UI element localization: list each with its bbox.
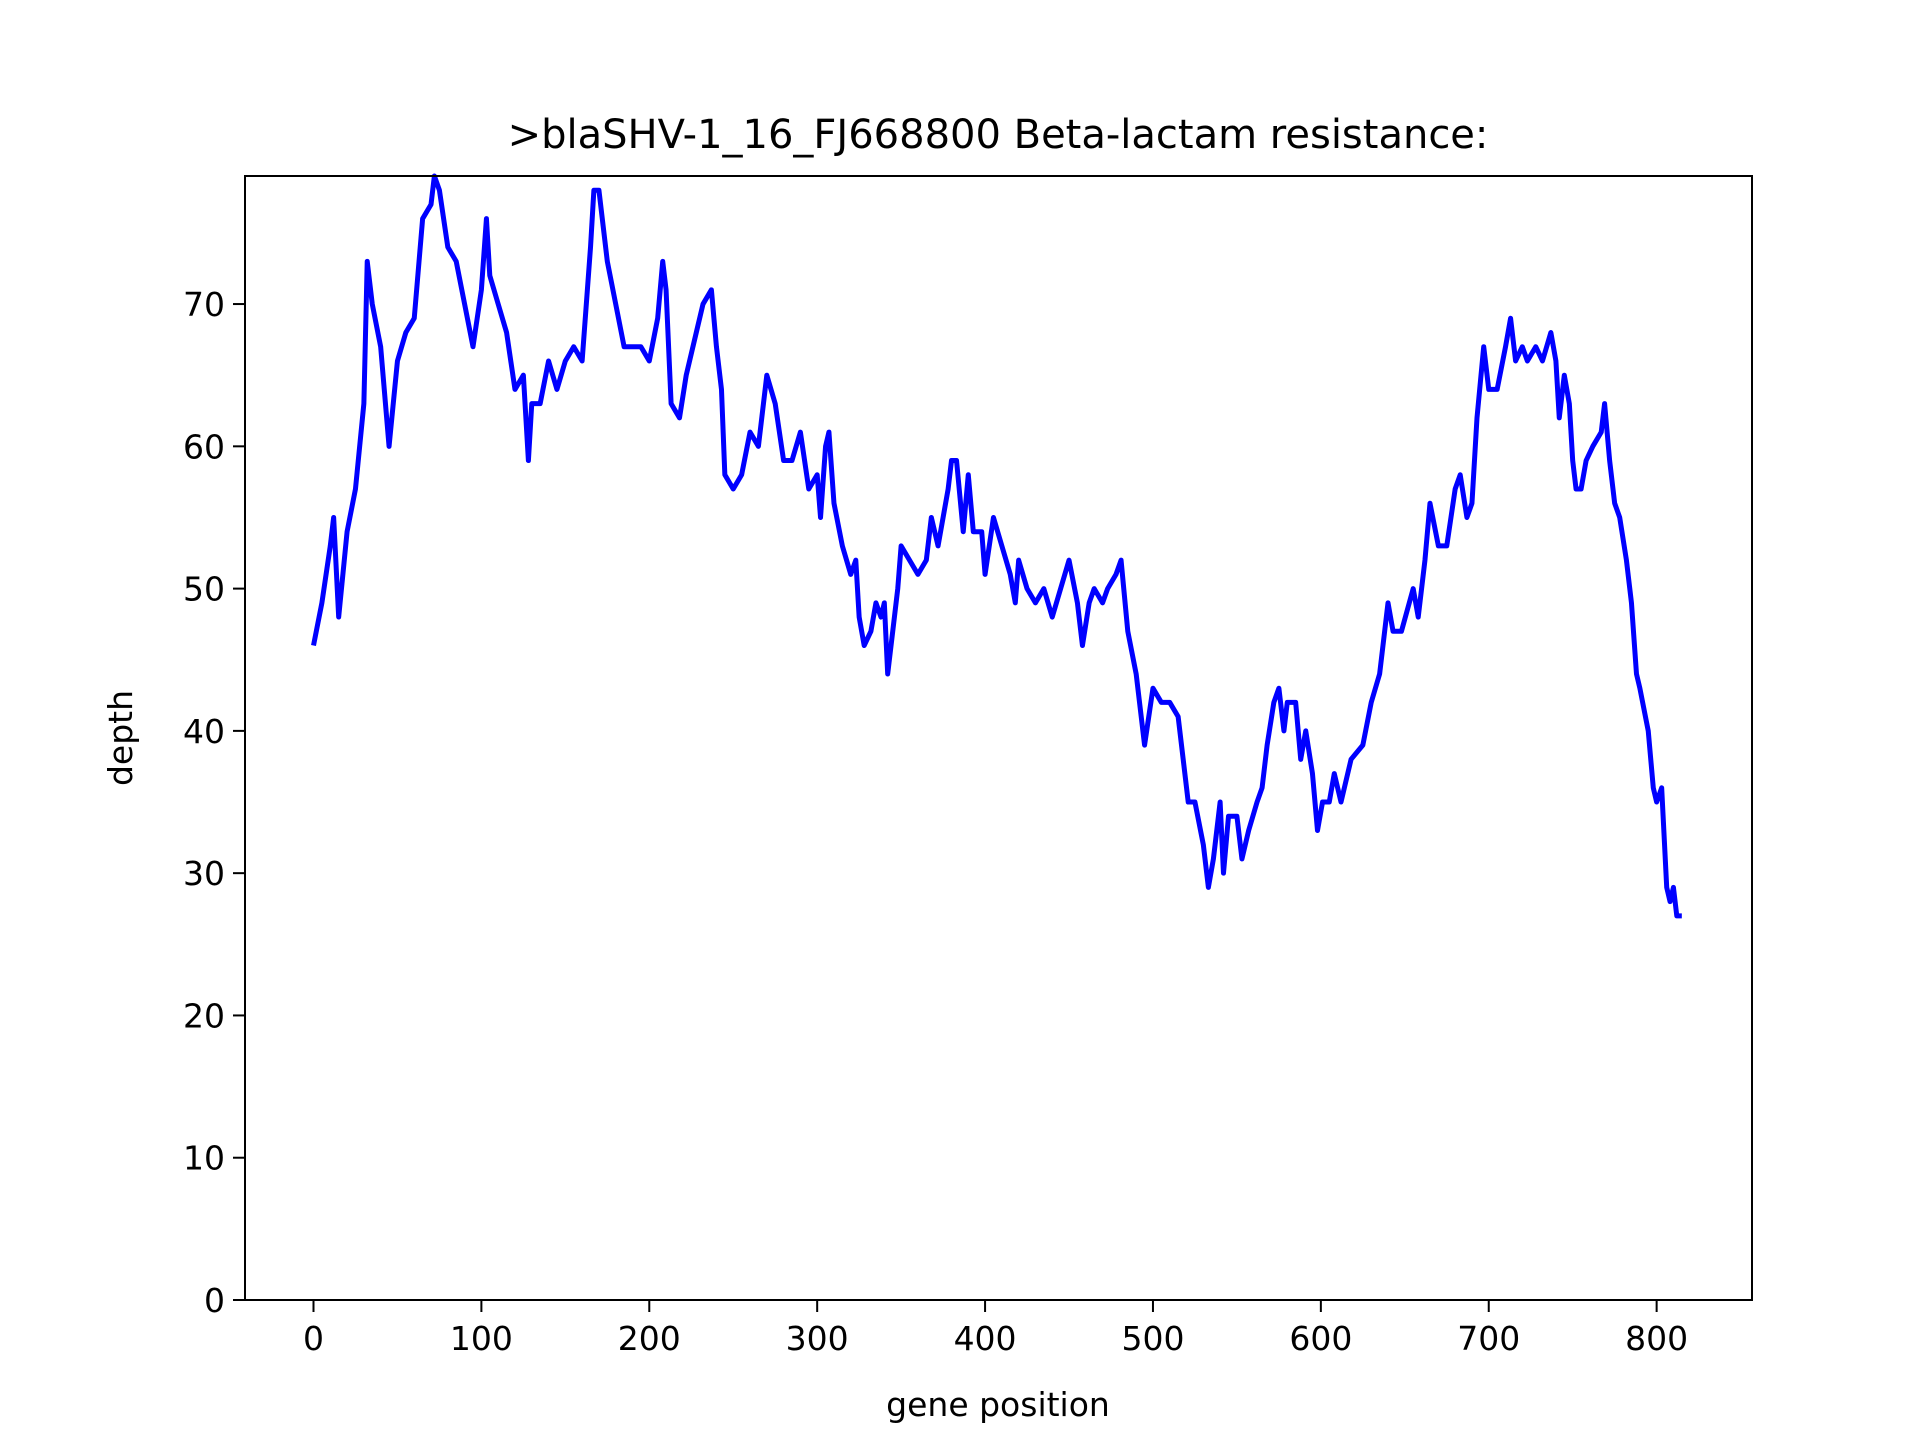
y-tick-label: 20 <box>183 996 225 1035</box>
y-tick-label: 40 <box>183 712 225 751</box>
x-tick-label: 600 <box>1289 1319 1352 1358</box>
y-tick-label: 0 <box>204 1281 225 1320</box>
x-tick-label: 500 <box>1121 1319 1184 1358</box>
x-axis-label: gene position <box>886 1385 1110 1424</box>
x-tick-label: 100 <box>450 1319 513 1358</box>
y-tick-label: 30 <box>183 854 225 893</box>
x-tick-label: 200 <box>618 1319 681 1358</box>
plot-frame <box>244 175 1753 1301</box>
x-tick-label: 0 <box>303 1319 324 1358</box>
x-tick-label: 800 <box>1625 1319 1688 1358</box>
data-line <box>311 173 1682 919</box>
y-tick-label: 10 <box>183 1139 225 1178</box>
x-tick-label: 700 <box>1457 1319 1520 1358</box>
x-tick-label: 300 <box>786 1319 849 1358</box>
x-tick-label: 400 <box>954 1319 1017 1358</box>
y-tick-label: 60 <box>183 427 225 466</box>
y-tick-label: 50 <box>183 570 225 609</box>
y-axis-label: depth <box>101 690 140 786</box>
y-tick-label: 70 <box>183 285 225 324</box>
chart-title: >blaSHV-1_16_FJ668800 Beta-lactam resist… <box>508 112 1489 158</box>
